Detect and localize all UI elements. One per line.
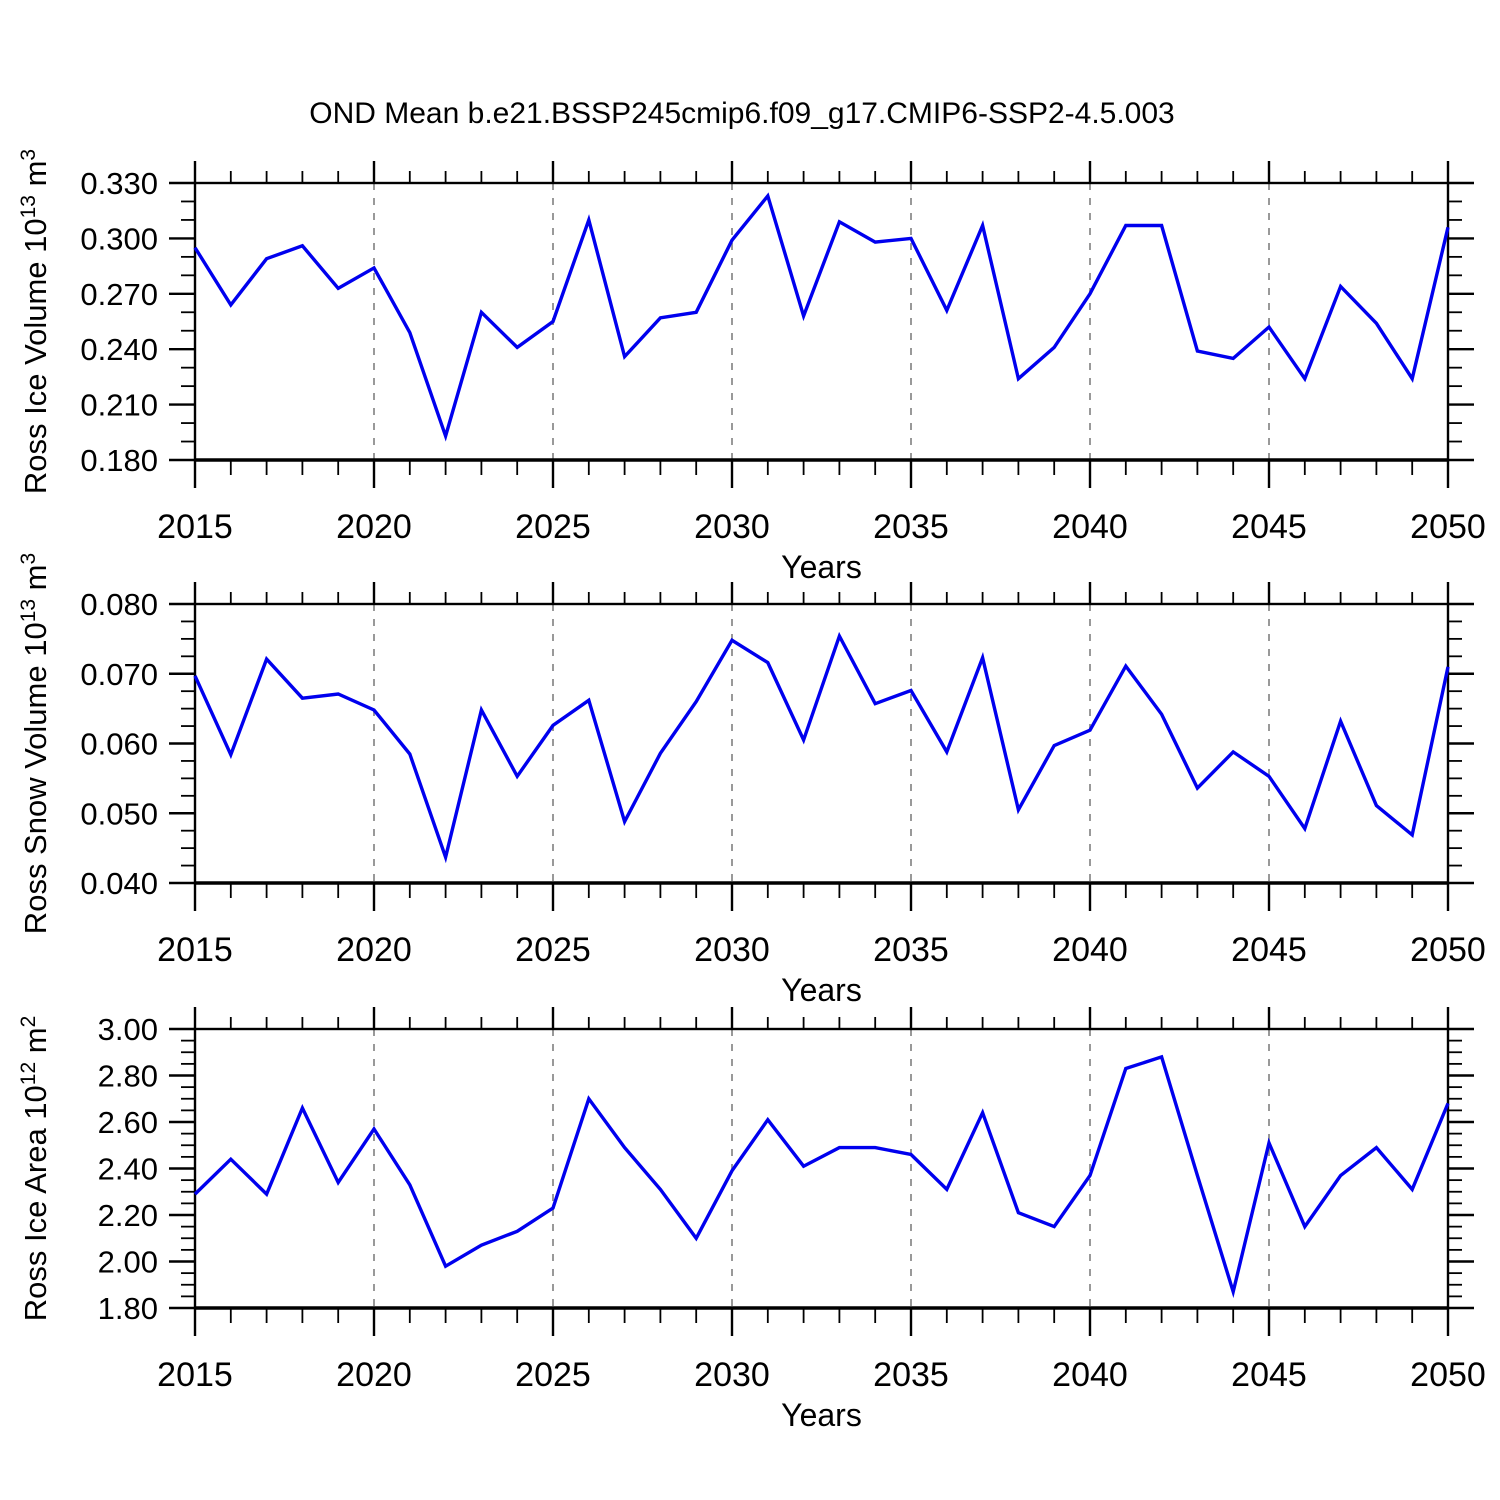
y-tick-label: 2.20 xyxy=(98,1198,158,1233)
y-tick-label: 0.210 xyxy=(80,388,158,423)
ross-snow-volume-line xyxy=(193,631,1450,864)
y-tick-label: 0.040 xyxy=(80,866,158,901)
y-tick-label: 1.80 xyxy=(98,1291,158,1326)
x-tick-label: 2035 xyxy=(873,1356,949,1394)
x-tick-label: 2035 xyxy=(873,508,949,546)
x-tick-label: 2015 xyxy=(157,1356,233,1394)
panel-ross-snow-volume: 0.040 0.050 0.060 0.070 0.080 2015 2020 2025 203… xyxy=(17,553,1486,1008)
x-tick-label: 2030 xyxy=(694,508,770,546)
y-axis-title: Ross Ice Volume 1013 m3 xyxy=(17,149,53,494)
x-tick-label: 2040 xyxy=(1052,931,1128,969)
y-tick-label: 0.180 xyxy=(80,443,158,478)
x-tick-label: 2025 xyxy=(515,931,591,969)
x-tick-label: 2025 xyxy=(515,508,591,546)
plot-frame xyxy=(193,1027,1450,1310)
x-tick-label: 2045 xyxy=(1231,931,1307,969)
x-tick-label: 2020 xyxy=(336,1356,412,1394)
x-tick-label: 2030 xyxy=(694,931,770,969)
x-tick-label: 2035 xyxy=(873,931,949,969)
chart-title: OND Mean b.e21.BSSP245cmip6.f09_g17.CMIP… xyxy=(309,97,1175,130)
y-axis-title: Ross Ice Area 1012 m2 xyxy=(17,1016,53,1322)
y-tick-label: 2.80 xyxy=(98,1059,158,1094)
x-tick-label: 2015 xyxy=(157,931,233,969)
y-tick-label: 0.300 xyxy=(80,221,158,256)
x-tick-label: 2025 xyxy=(515,1356,591,1394)
y-tick-label: 0.080 xyxy=(80,587,158,622)
y-tick-label: 2.00 xyxy=(98,1245,158,1280)
x-axis-title: Years xyxy=(781,1397,862,1433)
x-tick-label: 2040 xyxy=(1052,1356,1128,1394)
x-tick-label: 2020 xyxy=(336,931,412,969)
y-tick-label: 0.060 xyxy=(80,727,158,762)
x-tick-label: 2040 xyxy=(1052,508,1128,546)
y-tick-label: 0.070 xyxy=(80,657,158,692)
x-tick-label: 2050 xyxy=(1410,931,1486,969)
y-tick-label: 3.00 xyxy=(98,1012,158,1047)
x-tick-label: 2030 xyxy=(694,1356,770,1394)
x-axis-title: Years xyxy=(781,972,862,1008)
y-tick-label: 0.330 xyxy=(80,166,158,201)
y-tick-label: 0.050 xyxy=(80,796,158,831)
y-axis-title: Ross Snow Volume 1013 m3 xyxy=(17,553,53,934)
ross-ice-area-line xyxy=(193,1054,1450,1299)
x-tick-label: 2050 xyxy=(1410,1356,1486,1394)
panel-ross-ice-volume: 0.180 0.210 0.240 0.270 0.300 0.330 2015 2020 20… xyxy=(17,149,1486,585)
x-tick-label: 2050 xyxy=(1410,508,1486,546)
panel-ross-ice-area: 1.80 2.00 2.20 2.40 2.60 2.80 3.00 2015 2020 2025… xyxy=(17,1007,1486,1433)
x-tick-label: 2045 xyxy=(1231,508,1307,546)
x-axis-title: Years xyxy=(781,549,862,585)
ross-ice-volume-line xyxy=(193,192,1450,442)
y-tick-label: 0.240 xyxy=(80,332,158,367)
plot-frame xyxy=(193,181,1450,462)
y-tick-label: 0.270 xyxy=(80,277,158,312)
x-tick-label: 2045 xyxy=(1231,1356,1307,1394)
x-tick-label: 2015 xyxy=(157,508,233,546)
y-tick-label: 2.60 xyxy=(98,1105,158,1140)
x-tick-label: 2020 xyxy=(336,508,412,546)
y-tick-label: 2.40 xyxy=(98,1152,158,1187)
plot-frame xyxy=(193,602,1450,885)
